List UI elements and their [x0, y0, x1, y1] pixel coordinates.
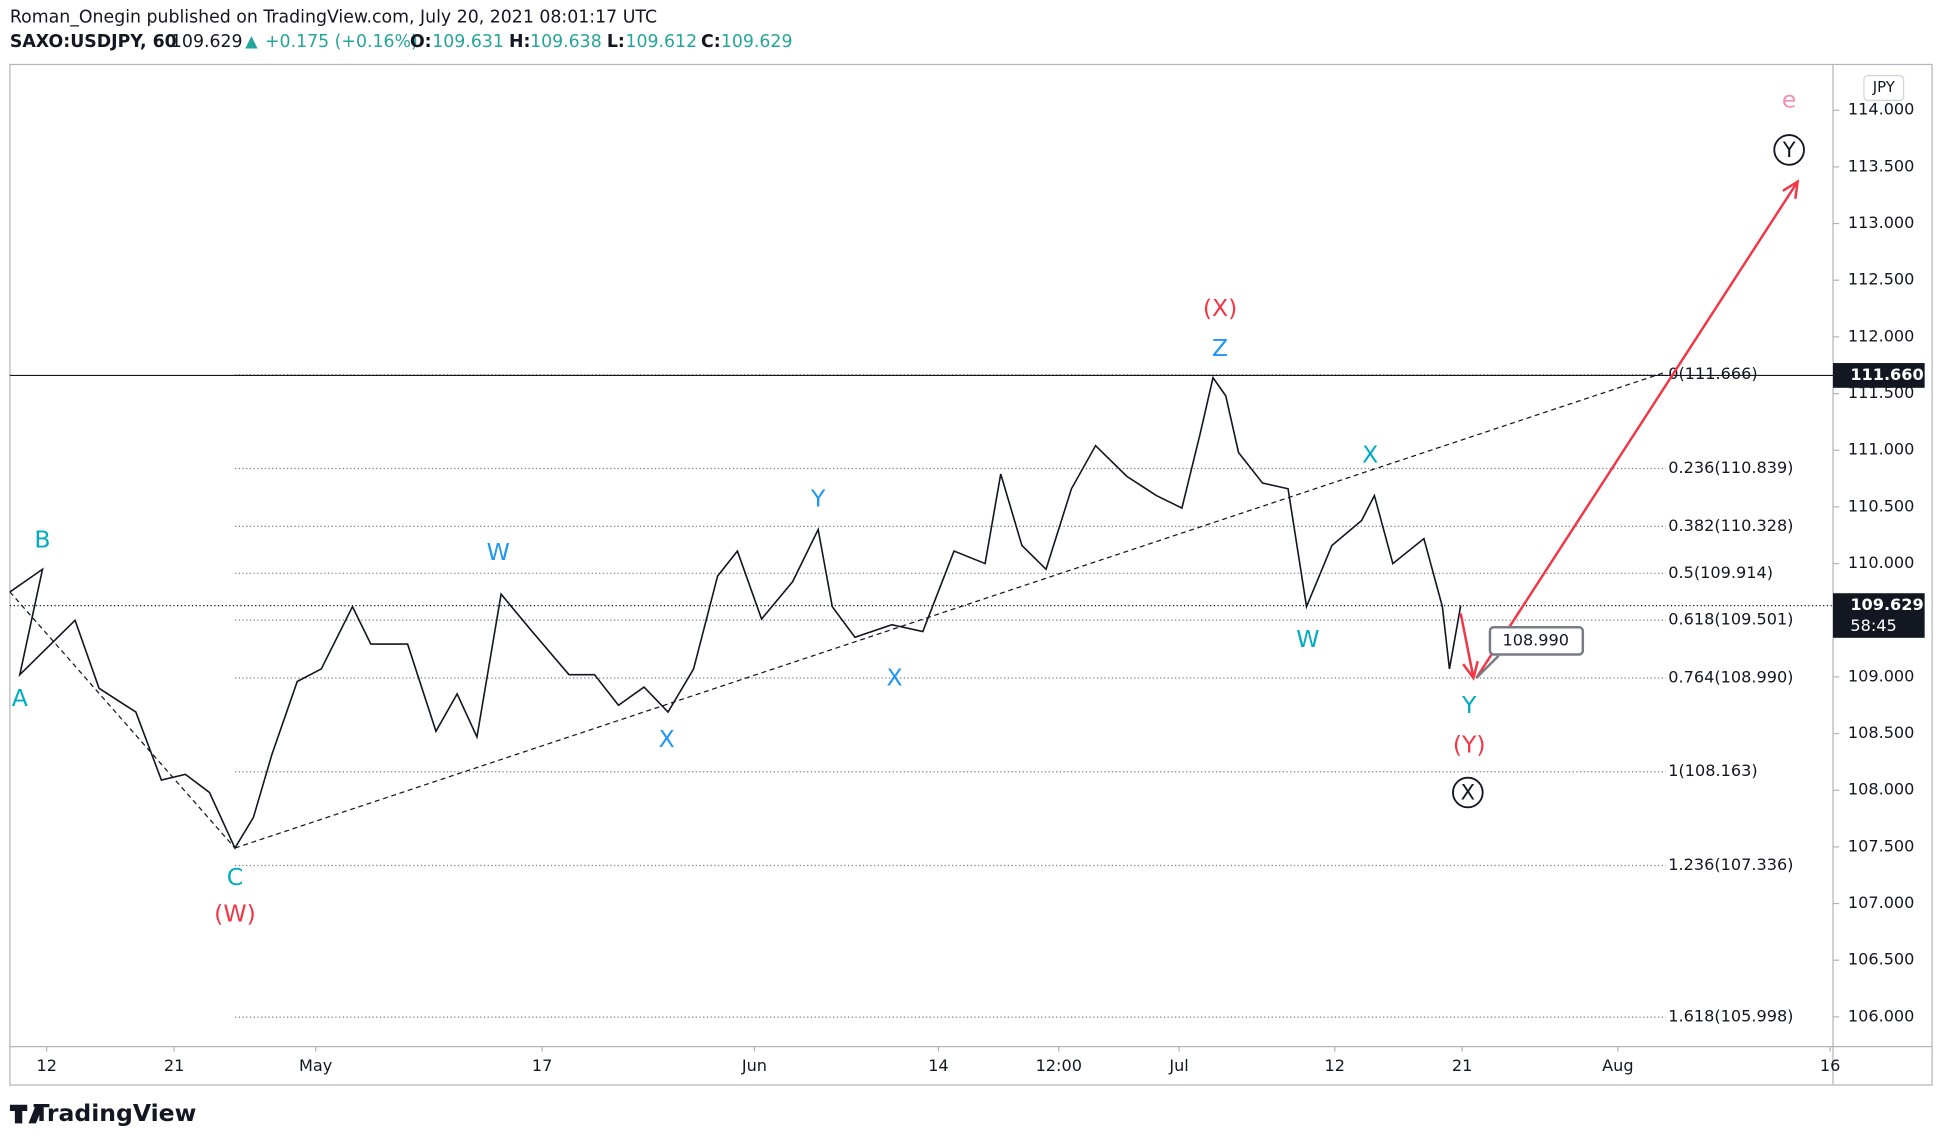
logo: TradingView	[9, 1099, 196, 1127]
publisher: Roman_Onegin published on TradingView.co…	[10, 7, 657, 27]
fib-label: 1.618(105.998)	[1668, 1007, 1793, 1026]
wave-label: (X)	[1203, 294, 1237, 322]
arrow-head	[1782, 179, 1800, 199]
callout-label: 108.990	[1502, 630, 1569, 649]
symbol: SAXO:USDJPY, 60	[10, 32, 177, 52]
fib-label: 0.618(109.501)	[1668, 610, 1793, 629]
c-label: C:	[701, 32, 721, 52]
x-tick-label: 12	[36, 1056, 56, 1075]
y-tick-label: 106.000	[1848, 1006, 1915, 1025]
wave-label: e	[1782, 86, 1796, 114]
level-tag-label: 111.660	[1850, 365, 1923, 384]
trendline	[9, 591, 236, 849]
arrow	[1475, 180, 1799, 679]
fib-label: 1.236(107.336)	[1668, 855, 1793, 874]
y-tick-label: 109.000	[1848, 666, 1915, 685]
last: 109.629	[171, 32, 243, 52]
circle	[1452, 776, 1484, 809]
arrow-head	[1462, 660, 1479, 681]
currency-box	[1863, 74, 1905, 101]
symbol-bar: SAXO:USDJPY, 60 109.629 ▲ +0.175 (+0.16%…	[10, 32, 793, 53]
wave-label: (Y)	[1453, 731, 1486, 759]
y-tick-label: 110.000	[1848, 553, 1915, 572]
circled-label: Y	[1782, 137, 1796, 162]
y-tick-label: 108.000	[1848, 780, 1915, 799]
brand: TradingView	[33, 1099, 196, 1127]
wave-label: C	[227, 863, 243, 891]
last-price-label: 109.629	[1850, 595, 1923, 614]
wave-label: W	[487, 538, 510, 566]
y-tick-label: 108.500	[1848, 723, 1915, 742]
arrow	[1459, 613, 1475, 679]
currency: JPY	[1872, 78, 1896, 96]
wave-label: Y	[1461, 691, 1477, 719]
y-tick-label: 106.500	[1848, 950, 1915, 969]
l-label: L:	[607, 32, 625, 52]
change: +0.175 (+0.16%)	[265, 32, 418, 52]
wave-label: W	[1296, 625, 1319, 653]
x-tick-label: Jun	[741, 1056, 767, 1075]
price-line	[9, 375, 1462, 850]
y-tick-label: 112.500	[1848, 270, 1915, 289]
x-tick-label: May	[299, 1056, 333, 1075]
x-tick-label: Jul	[1168, 1056, 1188, 1075]
fib-label: 0(111.666)	[1668, 364, 1757, 383]
x-tick-label: 14	[928, 1056, 948, 1075]
x-tick-label: 21	[164, 1056, 184, 1075]
x-tick-label: 12	[1325, 1056, 1345, 1075]
y-tick-label: 114.000	[1848, 100, 1915, 119]
l: 109.612	[625, 32, 697, 52]
fib-label: 0.764(108.990)	[1668, 668, 1793, 687]
x-tick-label: 12:00	[1036, 1056, 1082, 1075]
wave-label: A	[12, 684, 28, 712]
o: 109.631	[432, 32, 504, 52]
y-tick-label: 113.500	[1848, 156, 1915, 175]
h: 109.638	[530, 32, 602, 52]
arrow: ▲	[245, 32, 258, 51]
wave-label: Z	[1212, 334, 1228, 362]
last-price-tag	[1833, 593, 1925, 638]
level-tag	[1833, 363, 1925, 388]
fib-label: 0.5(109.914)	[1668, 563, 1773, 582]
wave-label: X	[659, 725, 675, 753]
y-tick-label: 107.000	[1848, 893, 1915, 912]
wave-label: X	[1362, 440, 1378, 468]
y-tick-label: 112.000	[1848, 326, 1915, 345]
circled-label: X	[1461, 780, 1475, 805]
trendline	[234, 371, 1667, 849]
wave-label: X	[887, 664, 903, 692]
fib-label: 1(108.163)	[1668, 761, 1757, 780]
circle	[1773, 134, 1805, 166]
y-tick-label: 110.500	[1848, 496, 1915, 515]
o-label: O:	[410, 32, 432, 52]
countdown: 58:45	[1850, 616, 1896, 635]
y-tick-label: 113.000	[1848, 213, 1915, 232]
callout-pointer	[1475, 654, 1500, 679]
x-tick-label: 21	[1452, 1056, 1472, 1075]
fib-label: 0.382(110.328)	[1668, 516, 1793, 535]
frame	[9, 63, 1933, 1086]
fib-label: 0.236(110.839)	[1668, 458, 1793, 477]
wave-label: B	[34, 525, 50, 553]
y-tick-label: 111.000	[1848, 440, 1915, 459]
c: 109.629	[721, 32, 793, 52]
callout-box	[1488, 626, 1585, 656]
y-tick-label: 107.500	[1848, 836, 1915, 855]
x-tick-label: 16	[1820, 1056, 1840, 1075]
wave-label: Y	[810, 485, 826, 513]
x-tick-label: 17	[532, 1056, 552, 1075]
x-tick-label: Aug	[1602, 1056, 1633, 1075]
wave-label: (W)	[214, 899, 256, 927]
h-label: H:	[509, 32, 530, 52]
